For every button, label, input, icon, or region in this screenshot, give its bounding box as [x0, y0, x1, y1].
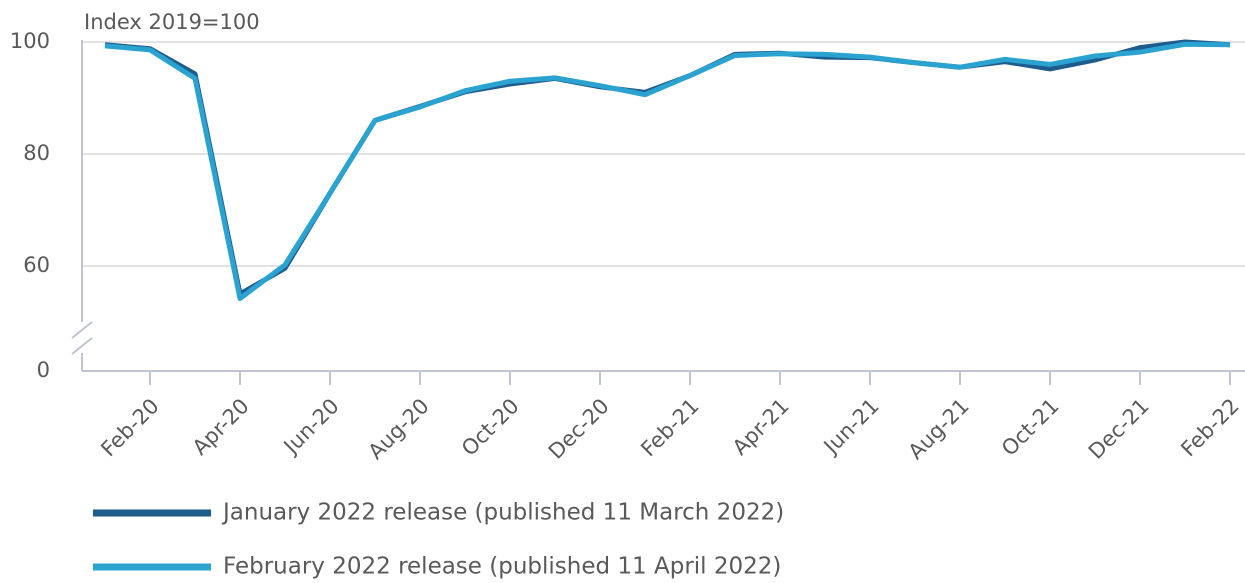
legend-label: February 2022 release (published 11 Apri…: [223, 554, 781, 580]
x-tick-label: Aug-20: [364, 394, 434, 464]
series-line: [104, 41, 1231, 301]
x-tick-label: Oct-20: [457, 394, 524, 461]
x-tick-label: Oct-21: [997, 394, 1064, 461]
y-tick-label: 0: [37, 358, 50, 382]
x-tick-label: Feb-22: [1176, 394, 1244, 462]
x-tick-label: Jun-20: [278, 394, 344, 460]
x-tick-label: Aug-21: [904, 394, 974, 464]
x-tick-label: Feb-21: [636, 394, 704, 462]
axis-break: [71, 337, 93, 355]
x-tick-label: Dec-21: [1084, 394, 1154, 464]
y-axis-label: Index 2019=100: [84, 10, 260, 34]
y-tick-label: 80: [23, 141, 50, 165]
y-tick-label: 100: [10, 29, 50, 53]
series-line: [104, 39, 1231, 297]
legend-label: January 2022 release (published 11 March…: [221, 500, 784, 526]
x-tick-label: Feb-20: [96, 394, 164, 462]
axis-break: [71, 321, 93, 339]
x-tick-label: Dec-20: [544, 394, 614, 464]
x-tick-label: Apr-21: [728, 394, 794, 460]
x-tick-label: Apr-20: [188, 394, 254, 460]
y-tick-label: 60: [23, 253, 50, 277]
x-tick-label: Jun-21: [818, 394, 884, 460]
